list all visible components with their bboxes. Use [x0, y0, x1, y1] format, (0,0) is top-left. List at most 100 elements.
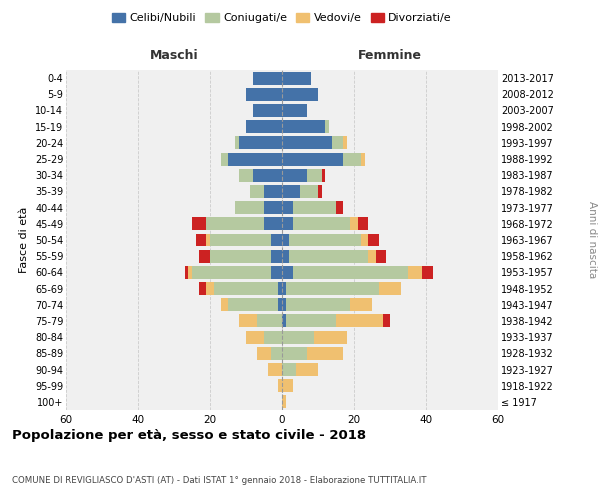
Bar	[289, 234, 361, 246]
Bar	[379, 282, 401, 295]
Bar	[206, 218, 264, 230]
Bar	[282, 104, 307, 117]
Bar	[250, 185, 264, 198]
Bar	[246, 330, 264, 344]
Bar	[293, 201, 336, 214]
Bar	[282, 282, 286, 295]
Bar	[361, 152, 365, 166]
Bar	[257, 314, 282, 328]
Bar	[221, 298, 228, 311]
Bar	[336, 314, 383, 328]
Bar	[282, 330, 314, 344]
Bar	[235, 201, 264, 214]
Bar	[286, 282, 379, 295]
Bar	[282, 314, 286, 328]
Bar	[278, 379, 282, 392]
Bar	[282, 120, 325, 133]
Bar	[325, 120, 329, 133]
Bar	[246, 88, 282, 101]
Bar	[282, 152, 343, 166]
Bar	[293, 218, 350, 230]
Bar	[210, 250, 271, 262]
Bar	[192, 218, 206, 230]
Bar	[239, 314, 257, 328]
Bar	[422, 266, 433, 279]
Bar	[296, 363, 318, 376]
Bar	[278, 298, 282, 311]
Bar	[214, 282, 278, 295]
Bar	[264, 218, 282, 230]
Bar	[228, 152, 282, 166]
Bar	[343, 152, 361, 166]
Bar	[253, 104, 282, 117]
Text: COMUNE DI REVIGLIASCO D'ASTI (AT) - Dati ISTAT 1° gennaio 2018 - Elaborazione TU: COMUNE DI REVIGLIASCO D'ASTI (AT) - Dati…	[12, 476, 427, 485]
Bar	[271, 266, 282, 279]
Bar	[282, 169, 307, 181]
Bar	[286, 298, 350, 311]
Bar	[282, 234, 289, 246]
Bar	[282, 250, 289, 262]
Bar	[210, 234, 271, 246]
Text: Femmine: Femmine	[358, 50, 422, 62]
Bar	[257, 347, 271, 360]
Bar	[228, 298, 278, 311]
Bar	[282, 363, 296, 376]
Text: Popolazione per età, sesso e stato civile - 2018: Popolazione per età, sesso e stato civil…	[12, 430, 366, 442]
Bar	[192, 266, 271, 279]
Bar	[293, 266, 408, 279]
Bar	[206, 282, 214, 295]
Bar	[336, 201, 343, 214]
Bar	[264, 330, 282, 344]
Bar	[286, 314, 336, 328]
Bar	[282, 266, 293, 279]
Bar	[199, 250, 210, 262]
Bar	[307, 169, 322, 181]
Bar	[314, 330, 347, 344]
Bar	[383, 314, 390, 328]
Bar	[268, 363, 282, 376]
Bar	[206, 234, 210, 246]
Bar	[282, 396, 286, 408]
Bar	[282, 379, 293, 392]
Bar	[368, 234, 379, 246]
Bar	[282, 88, 318, 101]
Bar	[278, 282, 282, 295]
Bar	[271, 347, 282, 360]
Bar	[318, 185, 322, 198]
Bar	[253, 72, 282, 85]
Bar	[307, 347, 343, 360]
Bar	[408, 266, 422, 279]
Bar	[368, 250, 376, 262]
Bar	[282, 201, 293, 214]
Bar	[282, 347, 307, 360]
Bar	[264, 201, 282, 214]
Bar	[239, 136, 282, 149]
Bar	[282, 298, 286, 311]
Bar	[196, 234, 206, 246]
Bar	[199, 282, 206, 295]
Bar	[322, 169, 325, 181]
Bar	[271, 234, 282, 246]
Bar	[282, 72, 311, 85]
Bar	[289, 250, 368, 262]
Bar	[239, 169, 253, 181]
Bar	[358, 218, 368, 230]
Text: Maschi: Maschi	[149, 50, 199, 62]
Bar	[185, 266, 188, 279]
Bar	[246, 120, 282, 133]
Bar	[376, 250, 386, 262]
Bar	[343, 136, 347, 149]
Legend: Celibi/Nubili, Coniugati/e, Vedovi/e, Divorziati/e: Celibi/Nubili, Coniugati/e, Vedovi/e, Di…	[107, 8, 457, 28]
Bar	[221, 152, 228, 166]
Y-axis label: Fasce di età: Fasce di età	[19, 207, 29, 273]
Bar	[350, 298, 372, 311]
Bar	[188, 266, 192, 279]
Bar	[282, 218, 293, 230]
Bar	[361, 234, 368, 246]
Bar	[350, 218, 358, 230]
Bar	[282, 136, 332, 149]
Bar	[271, 250, 282, 262]
Text: Anni di nascita: Anni di nascita	[587, 202, 597, 278]
Bar	[332, 136, 343, 149]
Bar	[300, 185, 318, 198]
